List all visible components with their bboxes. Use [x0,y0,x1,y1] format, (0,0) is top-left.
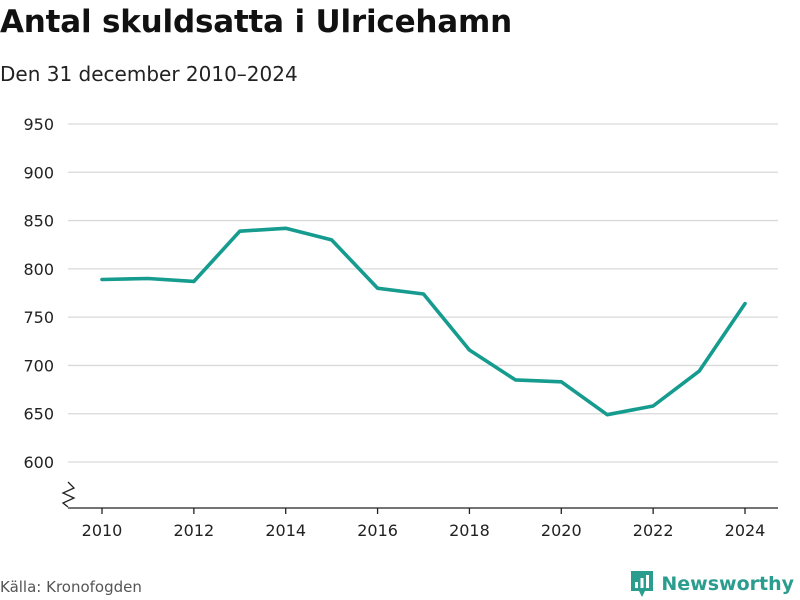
x-tick-label-2010: 2010 [82,521,123,540]
y-tick-label-600: 600 [23,453,54,472]
x-tick-label-2014: 2014 [265,521,306,540]
x-tick-label-2022: 2022 [633,521,674,540]
brand-logo: Newsworthy [629,569,794,599]
x-tick-label-2012: 2012 [173,521,214,540]
brand-name: Newsworthy [661,573,794,595]
source-note: Källa: Kronofogden [0,578,142,596]
x-tick-label-2020: 2020 [541,521,582,540]
x-tick-label-2018: 2018 [449,521,490,540]
y-tick-label-800: 800 [23,260,54,279]
y-tick-label-750: 750 [23,308,54,327]
series-line-0 [100,226,747,417]
y-tick-label-950: 950 [23,115,54,134]
chart-title: Antal skuldsatta i Ulricehamn [0,4,512,40]
y-tick-label-900: 900 [23,163,54,182]
bar-chart-logo-icon [631,571,654,597]
y-tick-label-700: 700 [23,356,54,375]
x-tick-label-2024: 2024 [725,521,766,540]
y-tick-label-650: 650 [23,405,54,424]
axis-break-icon [61,481,76,508]
y-tick-label-850: 850 [23,212,54,231]
x-tick-label-2016: 2016 [357,521,398,540]
chart-subtitle: Den 31 december 2010–2024 [0,62,298,86]
